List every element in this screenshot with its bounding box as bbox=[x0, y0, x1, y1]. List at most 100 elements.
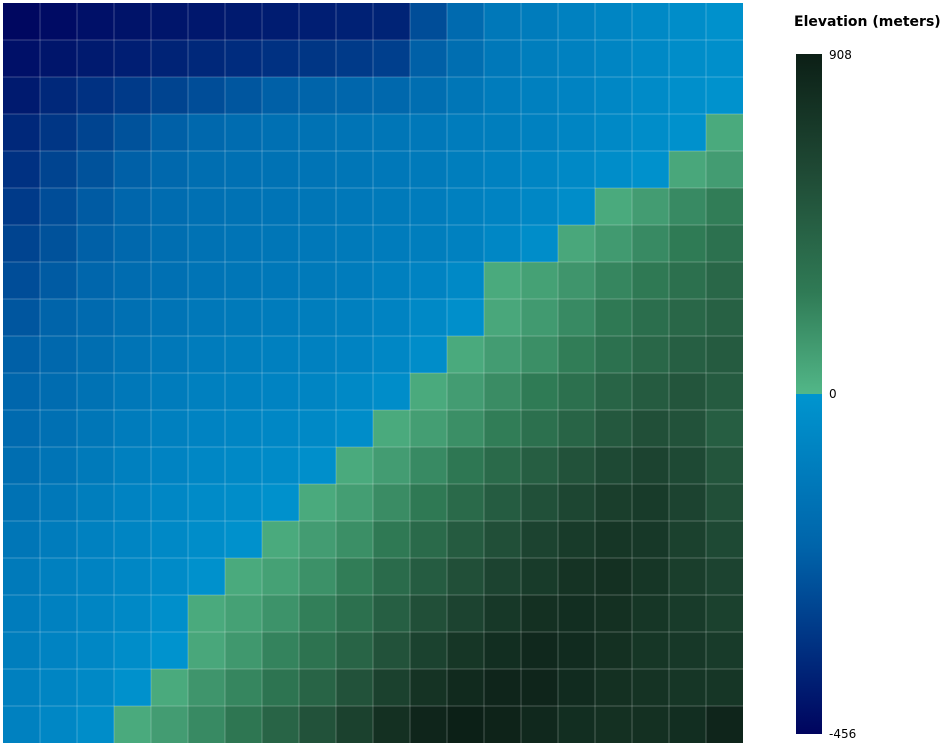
heatmap-cell bbox=[336, 521, 374, 559]
heatmap-cell bbox=[558, 521, 596, 559]
heatmap-cell bbox=[373, 521, 411, 559]
heatmap-cell bbox=[373, 410, 411, 448]
heatmap-cell bbox=[225, 484, 263, 522]
heatmap-cell bbox=[595, 336, 633, 374]
heatmap-cell bbox=[484, 595, 522, 633]
heatmap-cell bbox=[77, 336, 115, 374]
heatmap-cell bbox=[336, 632, 374, 670]
heatmap-cell bbox=[595, 262, 633, 300]
heatmap-cell bbox=[114, 373, 152, 411]
heatmap-cell bbox=[521, 706, 559, 743]
heatmap-cell bbox=[336, 77, 374, 115]
colorbar-min-label: -456 bbox=[829, 727, 856, 741]
heatmap-cell bbox=[336, 484, 374, 522]
heatmap-cell bbox=[77, 595, 115, 633]
heatmap-cell bbox=[225, 188, 263, 226]
heatmap-cell bbox=[706, 373, 743, 411]
heatmap-cell bbox=[558, 225, 596, 263]
heatmap-cell bbox=[595, 299, 633, 337]
heatmap-cell bbox=[669, 706, 707, 743]
heatmap-cell bbox=[262, 595, 300, 633]
colorbar-legend: Elevation (meters) 908 0 -456 bbox=[794, 14, 941, 741]
heatmap-cell bbox=[632, 632, 670, 670]
heatmap-cell bbox=[558, 669, 596, 707]
heatmap-cell bbox=[3, 632, 41, 670]
heatmap-cell bbox=[558, 373, 596, 411]
heatmap-cell bbox=[114, 77, 152, 115]
heatmap-cell bbox=[373, 188, 411, 226]
heatmap-cell bbox=[77, 262, 115, 300]
heatmap-cell bbox=[3, 77, 41, 115]
heatmap-cell bbox=[262, 373, 300, 411]
heatmap-cell bbox=[77, 410, 115, 448]
heatmap-cell bbox=[410, 595, 448, 633]
elevation-heatmap bbox=[3, 3, 743, 743]
heatmap-cell bbox=[632, 114, 670, 152]
heatmap-cell bbox=[558, 632, 596, 670]
heatmap-cell bbox=[77, 151, 115, 189]
heatmap-cell bbox=[3, 3, 41, 41]
legend-title: Elevation (meters) bbox=[794, 14, 941, 30]
heatmap-cell bbox=[77, 225, 115, 263]
heatmap-cell bbox=[521, 521, 559, 559]
heatmap-cell bbox=[484, 706, 522, 743]
heatmap-cell bbox=[40, 373, 78, 411]
heatmap-cell bbox=[447, 40, 485, 78]
heatmap-cell bbox=[40, 151, 78, 189]
heatmap-cell bbox=[410, 669, 448, 707]
heatmap-cell bbox=[558, 3, 596, 41]
heatmap-cell bbox=[336, 262, 374, 300]
heatmap-cell bbox=[188, 706, 226, 743]
heatmap-cell bbox=[151, 77, 189, 115]
heatmap-cell bbox=[225, 336, 263, 374]
heatmap-cell bbox=[484, 77, 522, 115]
colorbar-max-label: 908 bbox=[829, 48, 852, 62]
heatmap-cell bbox=[521, 3, 559, 41]
heatmap-cell bbox=[669, 447, 707, 485]
heatmap-cell bbox=[3, 447, 41, 485]
heatmap-cell bbox=[3, 336, 41, 374]
heatmap-cell bbox=[225, 3, 263, 41]
heatmap-cell bbox=[3, 40, 41, 78]
heatmap-cell bbox=[521, 114, 559, 152]
heatmap-cell bbox=[558, 336, 596, 374]
heatmap-cell bbox=[225, 447, 263, 485]
heatmap-cell bbox=[188, 225, 226, 263]
heatmap-cell bbox=[484, 114, 522, 152]
heatmap-cell bbox=[262, 299, 300, 337]
heatmap-cell bbox=[447, 77, 485, 115]
heatmap-cell bbox=[188, 632, 226, 670]
heatmap-cell bbox=[410, 114, 448, 152]
heatmap-cell bbox=[484, 447, 522, 485]
heatmap-cell bbox=[225, 40, 263, 78]
heatmap-cell bbox=[299, 706, 337, 743]
heatmap-cell bbox=[558, 114, 596, 152]
heatmap-cell bbox=[410, 77, 448, 115]
heatmap-cell bbox=[336, 299, 374, 337]
heatmap-cell bbox=[373, 447, 411, 485]
heatmap-gridlines bbox=[3, 3, 743, 743]
heatmap-cell bbox=[669, 595, 707, 633]
heatmap-cell bbox=[595, 40, 633, 78]
heatmap-cell bbox=[114, 262, 152, 300]
heatmap-cell bbox=[521, 299, 559, 337]
heatmap-cell bbox=[632, 706, 670, 743]
heatmap-cell bbox=[3, 558, 41, 596]
heatmap-cell bbox=[521, 188, 559, 226]
heatmap-cell bbox=[299, 77, 337, 115]
heatmap-cell bbox=[447, 595, 485, 633]
heatmap-cell bbox=[521, 558, 559, 596]
heatmap-cell bbox=[373, 225, 411, 263]
heatmap-cell bbox=[3, 225, 41, 263]
heatmap-cell bbox=[669, 484, 707, 522]
heatmap-cell bbox=[40, 595, 78, 633]
heatmap-cell bbox=[373, 595, 411, 633]
heatmap-cell bbox=[669, 114, 707, 152]
heatmap-cell bbox=[77, 632, 115, 670]
heatmap-cell bbox=[151, 225, 189, 263]
heatmap-cell bbox=[151, 410, 189, 448]
heatmap-cell bbox=[225, 77, 263, 115]
heatmap-cell bbox=[262, 706, 300, 743]
heatmap-cell bbox=[299, 188, 337, 226]
heatmap-cell bbox=[595, 151, 633, 189]
